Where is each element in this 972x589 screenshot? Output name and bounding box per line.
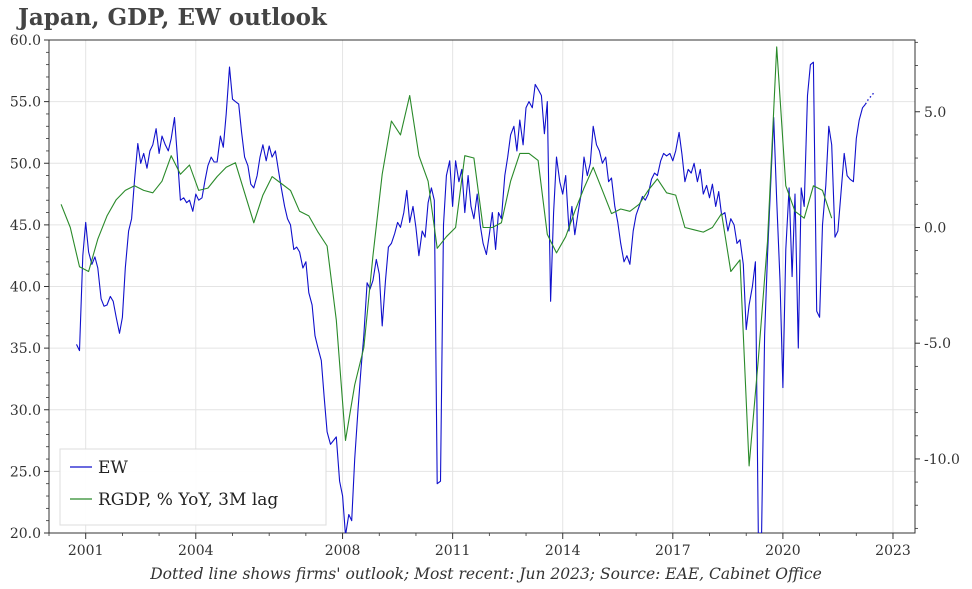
y-left-tick-label: 35.0 — [10, 341, 41, 357]
legend-label-rgdp: RGDP, % YoY, 3M lag — [98, 490, 278, 510]
chart-title: Japan, GDP, EW outlook — [18, 4, 327, 31]
series — [60, 46, 876, 533]
y-left-tick-label: 25.0 — [10, 464, 41, 480]
x-tick-label: 2004 — [178, 543, 214, 559]
legend: EW RGDP, % YoY, 3M lag — [59, 448, 327, 526]
x-tick-label: 2017 — [655, 543, 691, 559]
x-tick-label: 2001 — [68, 543, 104, 559]
y-left-tick-label: 40.0 — [10, 280, 41, 296]
legend-box — [59, 448, 327, 526]
y-left-tick-label: 45.0 — [10, 218, 41, 234]
legend-label-ew: EW — [98, 458, 128, 478]
chart-footnote: Dotted line shows firms' outlook; Most r… — [150, 565, 822, 583]
y-left-tick-label: 55.0 — [10, 95, 41, 111]
series-line-ew — [76, 61, 866, 533]
axes: 20.0 25.0 30.0 35.0 40.0 45.0 50.0 55.0 60.0 5.0 0… — [10, 33, 960, 559]
x-tick-label: 2023 — [875, 543, 911, 559]
y-left-tick-label: 60.0 — [10, 33, 41, 49]
y-right-tick-label: -5.0 — [924, 336, 951, 352]
x-tick-label: 2008 — [325, 543, 361, 559]
x-tick-label: 2020 — [765, 543, 801, 559]
series-line-ew-outlook — [864, 91, 876, 105]
x-tick-label: 2011 — [435, 543, 471, 559]
y-left-tick-label: 20.0 — [10, 526, 41, 542]
y-right-tick-label: -10.0 — [924, 452, 960, 468]
y-right-tick-label: 0.0 — [924, 220, 946, 236]
series-line-rgdp — [60, 46, 833, 467]
x-tick-label: 2014 — [545, 543, 581, 559]
y-left-tick-label: 30.0 — [10, 403, 41, 419]
y-left-tick-label: 50.0 — [10, 156, 41, 172]
y-right-tick-label: 5.0 — [924, 105, 946, 121]
